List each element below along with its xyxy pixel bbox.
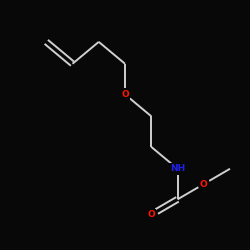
Text: O: O (148, 210, 155, 219)
Text: O: O (121, 90, 129, 99)
Text: O: O (200, 180, 207, 188)
Text: NH: NH (170, 164, 185, 173)
